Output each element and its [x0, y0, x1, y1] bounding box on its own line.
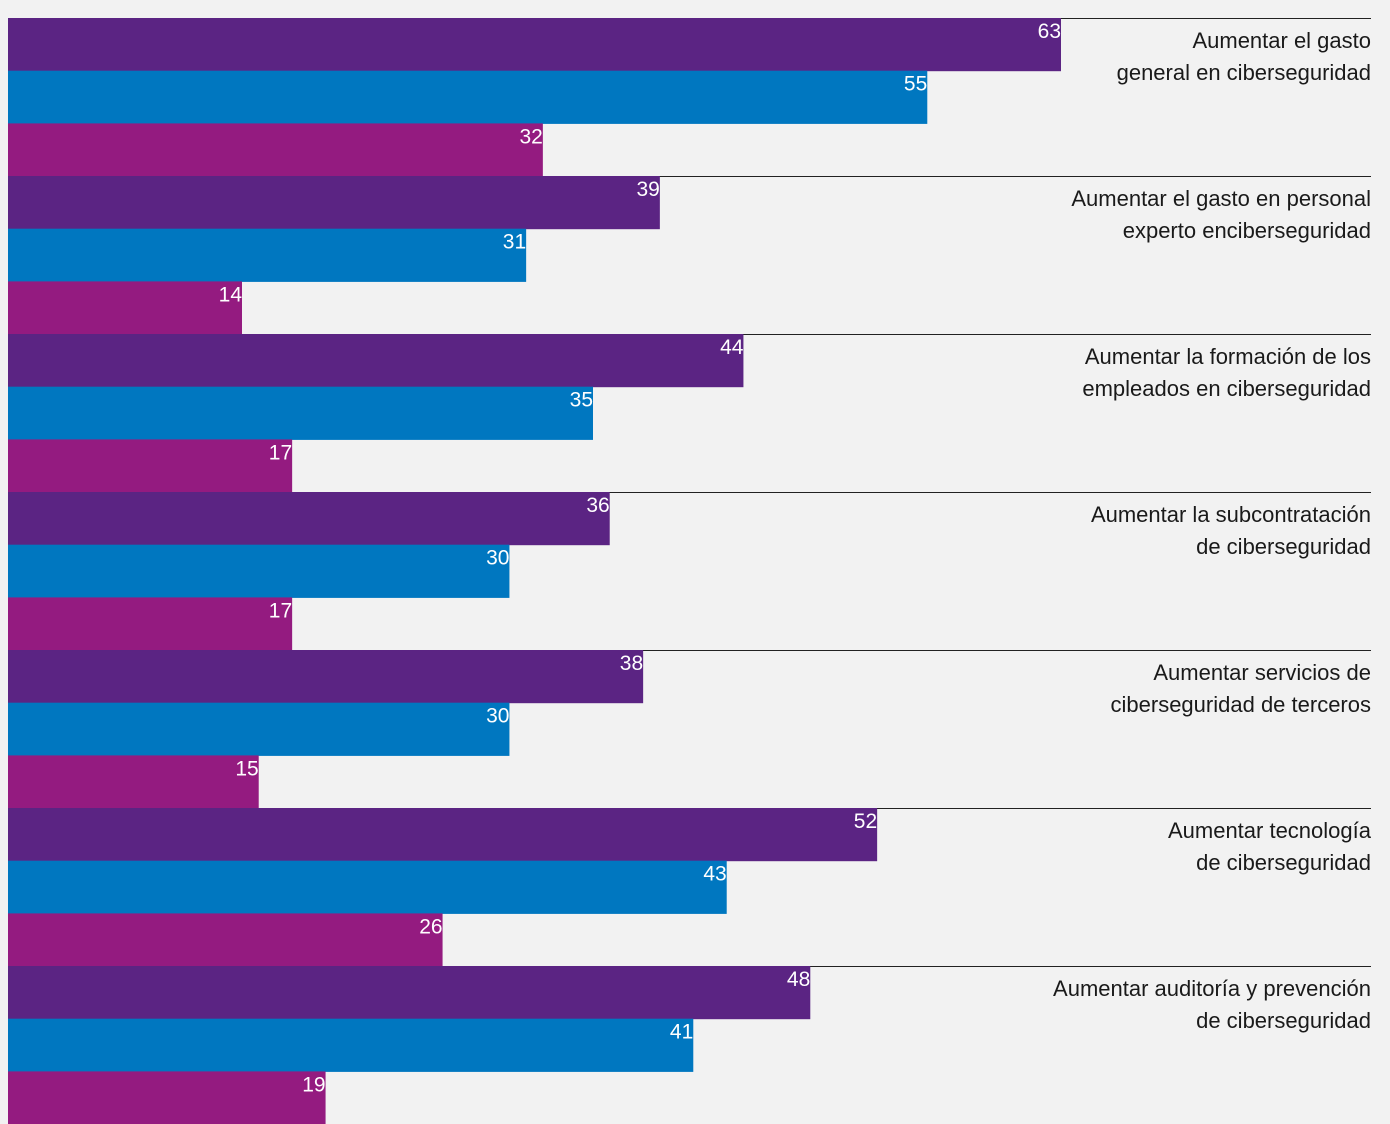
value-label: 39 [636, 178, 659, 201]
value-label: 63 [1038, 20, 1061, 43]
bar [8, 808, 878, 862]
category-label-line: Aumentar la formación de los [1085, 344, 1371, 369]
value-label: 19 [302, 1073, 325, 1096]
bar [8, 176, 660, 230]
category-label-line: Aumentar auditoría y prevención [1053, 976, 1371, 1001]
value-label: 15 [235, 757, 258, 780]
bar [8, 702, 510, 756]
bar [8, 386, 593, 440]
category-label: Aumentar auditoría y prevención de cibers… [1053, 976, 1371, 1033]
bar [8, 281, 242, 335]
value-label: 55 [904, 73, 927, 96]
value-label: 35 [570, 389, 593, 412]
bar [8, 334, 744, 388]
bar [8, 597, 293, 651]
category-label-line: de ciberseguridad [1196, 1008, 1371, 1033]
value-label: 30 [486, 547, 509, 570]
value-label: 43 [703, 863, 726, 886]
value-label: 41 [670, 1021, 693, 1044]
bar [8, 439, 293, 493]
bar [8, 755, 259, 809]
value-label: 26 [419, 915, 442, 938]
category-label-line: Aumentar el gasto en personal [1071, 186, 1371, 211]
bar [8, 123, 543, 177]
category-label-line: Aumentar la subcontratación [1091, 502, 1371, 527]
category-label: Aumentar tecnología de ciberseguridad [1168, 818, 1372, 875]
bar [8, 1071, 326, 1124]
category-label: Aumentar el gasto general en cibersegurid… [1117, 28, 1371, 85]
category-label-line: Aumentar el gasto [1192, 28, 1371, 53]
category-label: Aumentar la formación de los empleados en… [1082, 344, 1371, 401]
value-label: 17 [269, 599, 292, 622]
bar [8, 1018, 694, 1072]
category-label-line: general en ciberseguridad [1117, 60, 1371, 85]
category-label: Aumentar servicios de ciberseguridad de t… [1111, 660, 1371, 717]
bar [8, 18, 1061, 72]
bar [8, 228, 527, 282]
value-label: 31 [503, 231, 526, 254]
bar [8, 492, 610, 546]
value-label: 44 [720, 336, 744, 359]
category-label-line: ciberseguridad de terceros [1111, 692, 1371, 717]
bar [8, 650, 644, 704]
value-label: 17 [269, 441, 292, 464]
category-label-line: Aumentar servicios de [1153, 660, 1371, 685]
value-label: 32 [519, 125, 542, 148]
value-label: 14 [219, 283, 243, 306]
bar [8, 860, 727, 914]
value-label: 48 [787, 968, 810, 991]
value-label: 30 [486, 705, 509, 728]
category-label-line: empleados en ciberseguridad [1082, 376, 1371, 401]
category-label-line: Aumentar tecnología [1168, 818, 1372, 843]
bar [8, 913, 443, 967]
category-label-line: de ciberseguridad [1196, 534, 1371, 559]
value-label: 38 [620, 652, 643, 675]
value-label: 36 [586, 494, 609, 517]
category-label-line: de ciberseguridad [1196, 850, 1371, 875]
bar [8, 70, 928, 124]
bar [8, 544, 510, 598]
value-label: 52 [854, 810, 877, 833]
category-label-line: experto enciberseguridad [1123, 218, 1371, 243]
category-label: Aumentar la subcontratación de cibersegur… [1091, 502, 1371, 559]
bar [8, 966, 811, 1020]
category-label: Aumentar el gasto en personal experto enc… [1071, 186, 1371, 243]
